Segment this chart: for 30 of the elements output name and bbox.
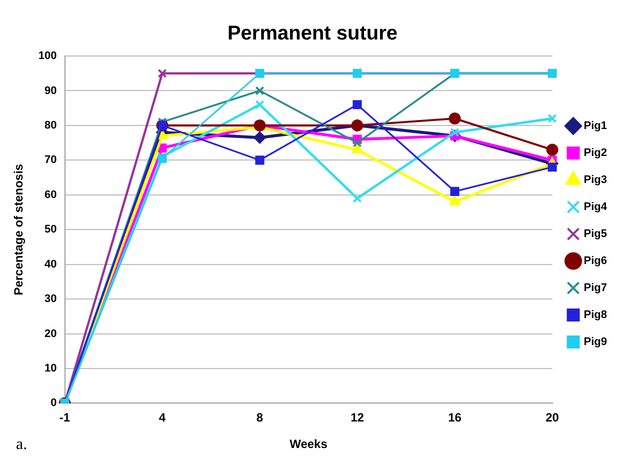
x-tick-label: 20 [546, 410, 560, 425]
chart-title: Permanent suture [227, 22, 398, 45]
x-tick-label: 4 [158, 410, 166, 425]
y-tick-label: 0 [50, 397, 57, 410]
y-axis-title: Percentage of stenosis [12, 164, 26, 296]
legend-label: Pig6 [584, 255, 608, 268]
legend-label: Pig8 [584, 309, 608, 322]
y-tick-label: 90 [44, 84, 57, 97]
legend-label: Pig4 [584, 201, 608, 214]
y-tick-label: 100 [38, 50, 57, 62]
legend-label: Pig2 [584, 147, 608, 160]
x-axis-title: Weeks [290, 437, 328, 452]
y-tick-label: 20 [44, 328, 57, 340]
y-tick-label: 60 [44, 188, 57, 201]
legend-label: Pig5 [584, 228, 608, 240]
y-tick-label: 50 [44, 224, 57, 236]
y-tick-label: 30 [44, 293, 57, 306]
legend-label: Pig7 [584, 282, 608, 294]
x-tick-label: 12 [350, 410, 364, 425]
x-tick-label: 16 [448, 410, 462, 425]
legend-label: Pig1 [584, 120, 608, 132]
y-tick-label: 40 [44, 258, 57, 270]
legend-label: Pig9 [584, 336, 608, 348]
text: a. [16, 436, 28, 454]
x-tick-label: 8 [256, 410, 264, 425]
y-tick-label: 80 [44, 119, 57, 132]
legend-label: Pig3 [584, 174, 608, 186]
y-tick-label: 70 [44, 154, 57, 166]
y-tick-label: 10 [44, 362, 57, 375]
x-tick-label: -1 [59, 410, 70, 425]
